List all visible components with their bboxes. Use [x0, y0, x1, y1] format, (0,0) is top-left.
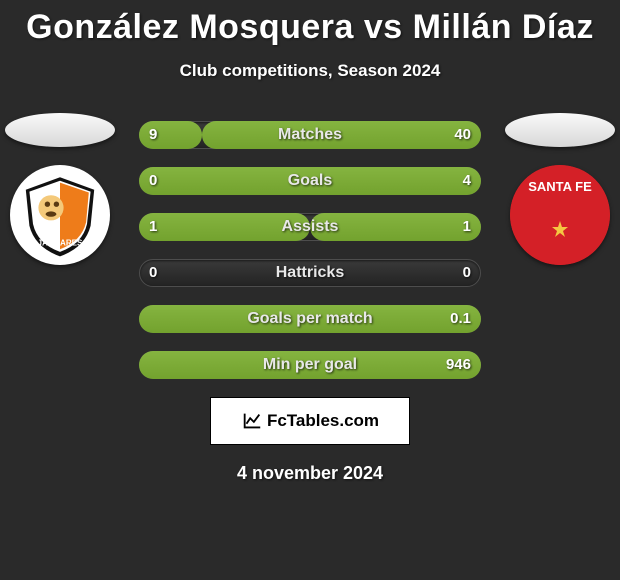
chart-icon [241, 410, 263, 432]
brand-text: FcTables.com [267, 411, 379, 431]
crest-right-svg: SANTA FE [510, 165, 610, 265]
stat-bars: 940Matches 04Goals 11Assists 00Hattricks 0.1… [139, 113, 481, 379]
avatar-right [505, 113, 615, 147]
stat-fill-right [139, 305, 481, 333]
comparison-stage: JAGUARES SANTA FE 940Matches 04Goals 11Ass… [0, 113, 620, 379]
page-title: González Mosquera vs Millán Díaz [0, 0, 620, 47]
player-right: SANTA FE [505, 113, 615, 265]
crest-right-text: SANTA FE [528, 179, 592, 194]
svg-text:JAGUARES: JAGUARES [38, 239, 83, 248]
stat-fill-right [202, 121, 481, 149]
club-crest-left: JAGUARES [10, 165, 110, 265]
stat-fill-right [139, 351, 481, 379]
stat-row: 04Goals [139, 167, 481, 195]
stat-row: 946Min per goal [139, 351, 481, 379]
subtitle: Club competitions, Season 2024 [0, 61, 620, 81]
stat-fill-left [139, 213, 310, 241]
stat-fill-right [139, 167, 481, 195]
stat-row: 11Assists [139, 213, 481, 241]
club-crest-right: SANTA FE [510, 165, 610, 265]
stat-track [139, 259, 481, 287]
crest-left-svg: JAGUARES [15, 170, 105, 260]
date-text: 4 november 2024 [0, 463, 620, 484]
stat-fill-left [139, 121, 202, 149]
stat-row: 00Hattricks [139, 259, 481, 287]
stat-fill-right [310, 213, 481, 241]
brand-box: FcTables.com [210, 397, 410, 445]
avatar-left [5, 113, 115, 147]
stat-row: 0.1Goals per match [139, 305, 481, 333]
stat-row: 940Matches [139, 121, 481, 149]
player-left: JAGUARES [5, 113, 115, 265]
